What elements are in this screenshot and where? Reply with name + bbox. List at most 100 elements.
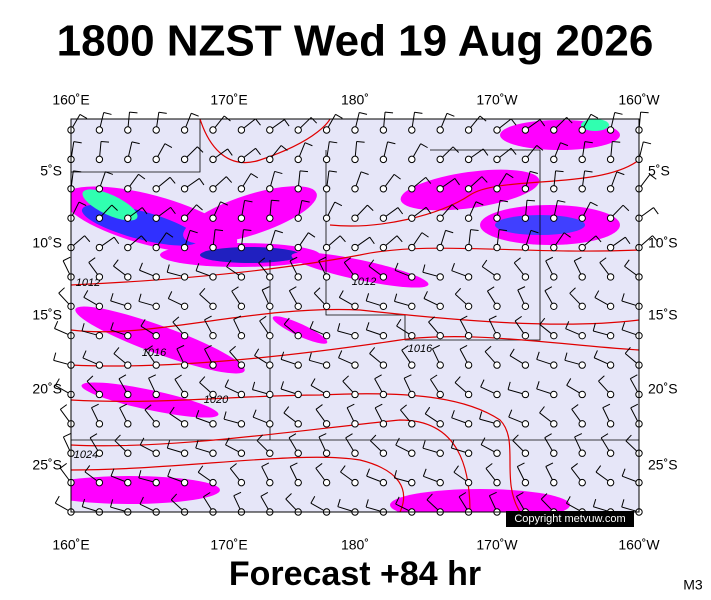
wind-barb <box>600 433 615 457</box>
barb-feather <box>484 345 492 352</box>
wind-barb <box>424 406 444 428</box>
barb-station <box>493 449 501 457</box>
wind-barb <box>436 204 459 222</box>
wind-barb <box>408 143 428 164</box>
barb-feather <box>570 463 578 469</box>
barb-feather <box>144 404 152 411</box>
barb-station <box>266 155 274 164</box>
wind-barb <box>288 286 302 311</box>
barb-station <box>436 302 444 311</box>
wind-barb <box>266 229 283 252</box>
barb-feather <box>385 111 394 114</box>
barb-station <box>351 361 359 369</box>
isobars <box>71 119 639 512</box>
wind-barb <box>374 374 388 399</box>
barb-feather <box>346 403 355 409</box>
barb-feather <box>223 411 227 420</box>
wind-barb <box>408 232 429 252</box>
barb-feather <box>243 229 252 232</box>
map-border <box>70 118 640 513</box>
barb-station <box>294 302 302 311</box>
barb-feather <box>370 434 377 442</box>
barb-station <box>436 449 444 457</box>
wind-barb <box>408 111 423 134</box>
wind-barb <box>396 319 416 340</box>
wind-barb <box>521 119 546 134</box>
barb-station <box>351 273 359 281</box>
barb-station <box>436 420 444 428</box>
barb-station <box>237 155 246 164</box>
wind-barb <box>174 374 189 399</box>
barb-station <box>521 273 530 281</box>
barb-feather <box>256 434 264 441</box>
wind-barb <box>199 376 217 399</box>
barb-feather <box>328 170 337 173</box>
barb-feather <box>233 315 242 320</box>
wind-barb <box>340 465 359 487</box>
barb-station <box>408 420 416 428</box>
wind-barb <box>145 345 160 369</box>
barb-station <box>266 273 274 281</box>
barb-station <box>493 126 501 134</box>
wind-barb <box>408 206 432 222</box>
barb-feather <box>459 344 468 350</box>
barb-feather <box>158 111 167 114</box>
wind-barb <box>209 176 233 193</box>
barb-station <box>180 331 189 340</box>
barb-feather <box>174 374 182 380</box>
wind-barb <box>266 119 290 134</box>
barb-station <box>550 302 558 311</box>
barb-feather <box>640 111 649 114</box>
barb-station <box>379 185 388 193</box>
isobar-label: 1016 <box>408 343 433 355</box>
isobar-label: 1012 <box>76 277 100 289</box>
barb-station <box>152 478 160 487</box>
barb-station <box>351 331 359 340</box>
barb-station <box>351 155 359 164</box>
wind-barb <box>464 201 484 222</box>
wind-barb <box>365 293 388 311</box>
barb-feather <box>113 347 120 354</box>
barb-station <box>550 214 558 222</box>
barb-station <box>180 185 189 193</box>
barb-feather <box>517 462 525 467</box>
barb-station <box>521 420 530 428</box>
wind-barb <box>480 437 501 457</box>
barb-station <box>180 155 189 164</box>
wind-barb <box>345 433 359 457</box>
barb-station <box>124 214 132 222</box>
barb-station <box>550 273 558 281</box>
barb-station <box>95 420 104 428</box>
latitude-label: 10˚S <box>32 235 62 251</box>
axis-labels: 160˚E 160˚E 170˚E 170˚E 180˚ 180˚ 170˚W 170˚W 16… <box>32 92 677 553</box>
barb-feather <box>458 492 467 498</box>
barb-station <box>294 273 302 281</box>
wind-barb <box>565 321 586 340</box>
barb-feather <box>250 173 259 179</box>
barb-feather <box>310 378 316 386</box>
barb-feather <box>526 199 535 202</box>
barb-station <box>180 390 189 399</box>
barb-feather <box>400 404 407 411</box>
barb-feather <box>396 235 403 243</box>
latitude-label: 20˚S <box>648 381 678 397</box>
barb-feather <box>653 207 659 215</box>
barb-feather <box>119 403 127 409</box>
barb-station <box>464 449 473 457</box>
wind-barb <box>283 406 302 428</box>
barb-feather <box>338 350 343 359</box>
wind-barb <box>152 143 173 164</box>
barb-feather <box>450 440 455 449</box>
barb-feather <box>255 148 261 155</box>
barb-feather <box>139 437 145 446</box>
barb-feather <box>164 143 173 148</box>
barb-feather <box>233 491 242 497</box>
barb-feather <box>369 236 375 245</box>
barb-station <box>521 155 530 164</box>
barb-station <box>351 420 359 428</box>
barb-station <box>322 420 331 428</box>
barb-feather <box>397 207 404 215</box>
barb-station <box>351 126 359 134</box>
barb-feather <box>395 437 400 446</box>
barb-station <box>493 390 501 399</box>
